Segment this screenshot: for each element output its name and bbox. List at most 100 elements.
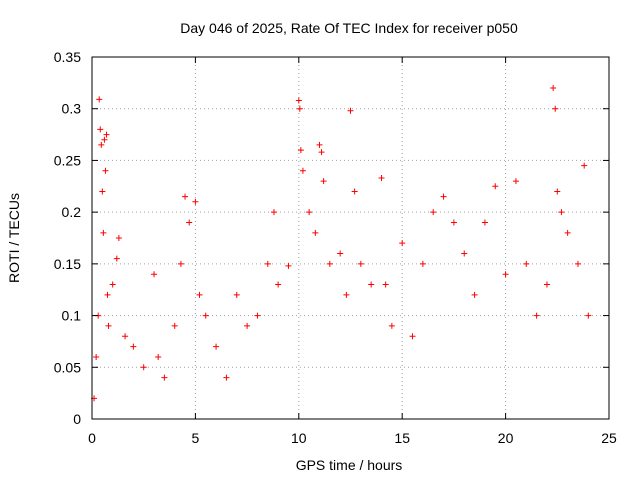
data-point [306,209,313,216]
data-point [550,85,557,92]
y-tick-label: 0.35 [54,49,81,65]
data-point [155,353,162,360]
data-point [320,178,327,185]
y-tick-labels: 0 0.05 0.1 0.15 0.2 0.25 0.3 0.35 [54,49,81,427]
chart-title: Day 046 of 2025, Rate Of TEC Index for r… [180,20,518,36]
data-point [450,219,457,226]
data-point [481,219,488,226]
data-point [368,281,375,288]
x-tick-label: 15 [394,430,410,446]
data-point [115,235,122,241]
data-point [122,333,129,340]
data-point [295,97,302,104]
data-point [182,193,189,200]
data-point [130,343,137,350]
data-point [543,281,550,288]
x-tick-label: 10 [291,430,307,446]
data-point [213,343,220,350]
data-point [312,229,319,236]
y-axis-title: ROTI / TECUs [6,193,22,283]
data-point [105,322,112,329]
data-point [585,312,592,319]
data-point [244,322,251,329]
y-tick-label: 0.15 [54,256,81,272]
y-tick-label: 0 [73,411,81,427]
data-point [554,188,561,195]
data-point [270,209,277,216]
data-point [113,255,120,262]
y-tick-label: 0.05 [54,359,81,375]
data-point [399,240,406,247]
data-point [93,353,100,360]
data-point [97,126,104,133]
data-point [382,281,389,288]
data-points [91,85,592,402]
data-point [471,291,478,298]
data-point [102,167,109,174]
data-point [223,374,230,381]
data-point [296,105,303,112]
data-point [357,260,364,267]
data-point [430,209,437,216]
data-point [409,333,416,340]
x-tick-label: 20 [498,430,514,446]
data-point [347,107,354,114]
data-point [419,260,426,267]
data-point [512,178,519,185]
data-point [378,175,385,182]
x-axis-title: GPS time / hours [296,457,403,473]
data-point [440,193,447,200]
data-point [264,260,271,267]
data-point [100,229,107,236]
data-point [316,141,323,148]
data-point [103,131,110,138]
data-point [99,188,106,195]
x-tick-labels: 0 5 10 15 20 25 [88,430,617,446]
data-point [233,291,240,298]
data-point [101,136,108,143]
data-point [186,219,193,226]
data-point [351,188,358,195]
data-point [564,229,571,236]
data-point [299,167,306,174]
x-tick-label: 0 [88,430,96,446]
data-point [192,198,199,205]
data-point [140,364,147,371]
data-point [388,322,395,329]
data-point [337,250,344,257]
data-point [523,260,530,267]
data-point [109,281,116,288]
data-point [297,147,304,154]
data-point [177,260,184,267]
data-point [574,260,581,267]
data-point [161,374,168,381]
data-point [254,312,261,319]
data-point [581,162,588,169]
plot-frame [91,56,610,420]
data-point [196,291,203,298]
data-point [275,281,282,288]
data-point [202,312,209,319]
y-tick-label: 0.25 [54,152,81,168]
grid-lines [92,57,609,419]
data-point [171,322,178,329]
y-tick-label: 0.3 [62,101,82,117]
data-point [318,149,325,156]
data-point [96,96,103,103]
data-point [285,262,292,269]
data-point [492,183,499,190]
data-point [533,312,540,319]
x-tick-label: 5 [192,430,200,446]
data-point [151,271,158,278]
data-point [104,291,111,298]
data-point [343,291,350,298]
data-point [502,271,509,278]
data-point [552,105,559,112]
data-point [558,209,565,216]
data-point [461,250,468,257]
data-point [326,260,333,267]
x-tick-label: 25 [601,430,617,446]
